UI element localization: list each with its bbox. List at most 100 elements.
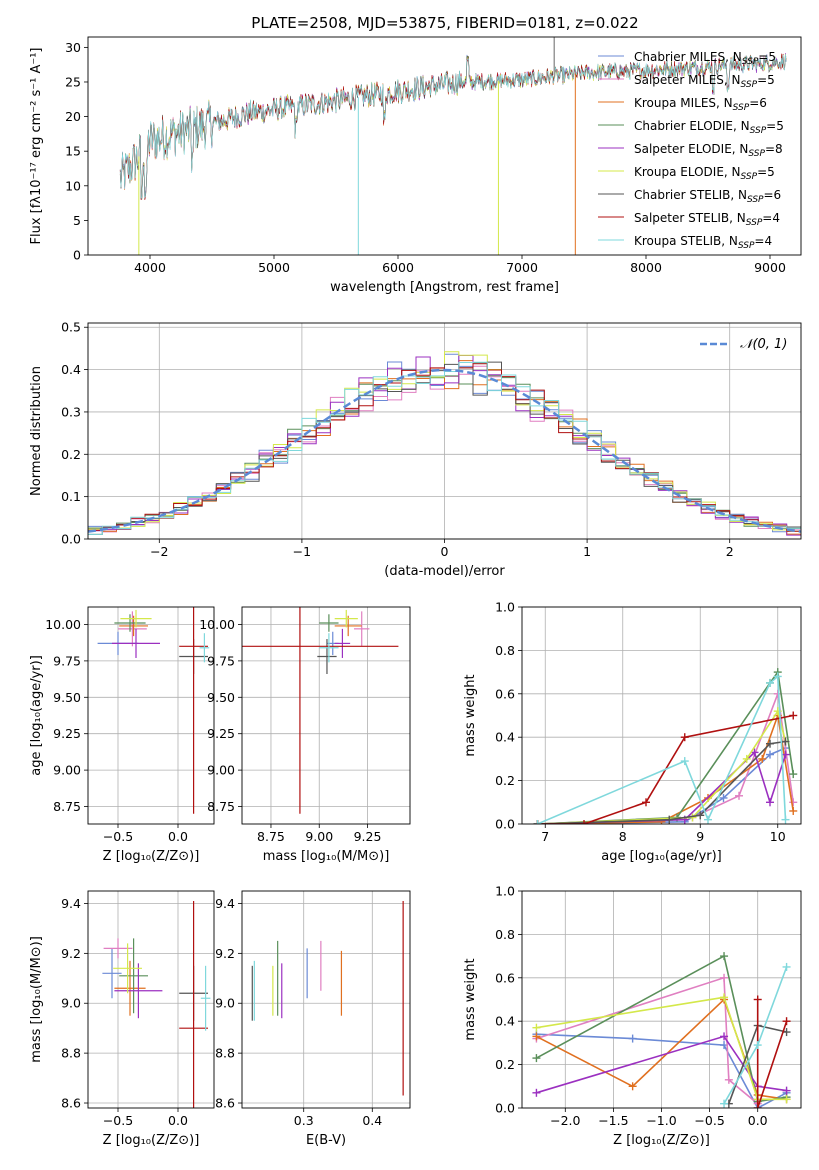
- errorbar-point-8: [319, 633, 339, 663]
- weight-line-7: [756, 999, 788, 1108]
- errorbar-point-7: [179, 900, 208, 1108]
- weight-marker: [719, 793, 728, 802]
- y-tick-label: 0.6: [495, 970, 515, 985]
- weight-marker: [720, 952, 729, 961]
- weight-marker: [766, 798, 774, 807]
- y-tick-label: 0.8: [495, 643, 515, 658]
- y-tick-label: 9.50: [207, 690, 235, 705]
- plot-area-weight-vs-z: [532, 952, 791, 1108]
- panel-mass-vs-z: −0.5 0.0 8.6 8.8 9.0 9.2 9.4 Z [log₁₀(Z/Z⊙)] mas…: [29, 890, 215, 1148]
- weight-marker: [628, 1082, 637, 1091]
- y-tick-label: 8.75: [207, 799, 235, 814]
- x-tick-label: 9.00: [305, 829, 333, 844]
- legend-label-0: Chabrier MILES, NSSP=5: [634, 50, 776, 67]
- errorbar-point-4: [114, 963, 163, 1019]
- y-tick-label: 8.6: [215, 1096, 235, 1111]
- weight-marker: [781, 815, 790, 824]
- weight-line-1: [536, 976, 759, 1105]
- x-tick-label: −2.0: [550, 1113, 580, 1128]
- plot-area-weight-vs-age: [533, 668, 798, 824]
- y-tick-label: 9.0: [61, 996, 81, 1011]
- y-axis-label: mass weight: [463, 958, 478, 1040]
- y-tick-label: 0.2: [61, 447, 81, 462]
- x-tick-label: 6000: [382, 260, 414, 275]
- weight-marker: [781, 737, 790, 746]
- legend-label-5: Kroupa ELODIE, NSSP=5: [634, 165, 775, 182]
- y-axis-label: Flux [fλ10⁻¹⁷ erg cm⁻² s⁻¹ A⁻¹]: [29, 48, 44, 245]
- errorbar-point-0: [102, 948, 122, 999]
- x-tick-label: 0.0: [748, 1113, 768, 1128]
- weight-marker: [766, 750, 774, 759]
- y-tick-label: 10: [65, 178, 81, 193]
- y-tick-label: 30: [65, 40, 81, 55]
- weight-line-4: [536, 1035, 787, 1094]
- y-tick-label: 1.0: [495, 884, 515, 899]
- figure-title: PLATE=2508, MJD=53875, FIBERID=0181, z=0…: [251, 14, 638, 32]
- x-tick-label: 8000: [630, 260, 662, 275]
- y-tick-label: 0: [73, 248, 81, 263]
- weight-marker: [720, 993, 729, 1002]
- x-tick-label: 8.75: [257, 829, 285, 844]
- weight-marker: [766, 739, 774, 748]
- weight-marker: [782, 1028, 791, 1037]
- x-axis-label: (data-model)/error: [384, 564, 505, 579]
- weight-marker: [720, 1032, 729, 1041]
- x-axis-label: Z [log₁₀(Z/Z⊙)]: [103, 1133, 200, 1148]
- errorbar-point-5: [113, 943, 142, 994]
- axes-frame: [87, 606, 215, 825]
- legend-label-7: Salpeter STELIB, NSSP=4: [634, 211, 780, 228]
- weight-marker: [782, 1095, 791, 1104]
- x-tick-label: −1.5: [598, 1113, 628, 1128]
- y-tick-label: 9.25: [207, 726, 235, 741]
- errorbar-point-7: [179, 607, 208, 814]
- panel-weight-vs-age: 7 8 9 10 0.0 0.2 0.4 0.6 0.8 1.0 age [log₁₀(age/yr…: [463, 600, 802, 864]
- errorbar-point-7: [242, 607, 399, 814]
- y-tick-label: 0.0: [61, 532, 81, 547]
- axes-frame: [87, 890, 215, 1109]
- errorbar-point-2: [114, 960, 146, 1016]
- x-tick-label: 9.25: [354, 829, 382, 844]
- y-tick-label: 0.8: [495, 927, 515, 942]
- y-tick-label: 8.6: [61, 1096, 81, 1111]
- panel-mass-vs-ebv: 0.3 0.4 8.6 8.8 9.0 9.2 9.4 E(B-V): [215, 890, 411, 1148]
- x-tick-label: 9: [696, 829, 704, 844]
- y-tick-label: 9.00: [53, 763, 81, 778]
- legend-label-2: Kroupa MILES, NSSP=6: [634, 96, 767, 113]
- weight-marker: [782, 1086, 791, 1095]
- x-tick-label: −2: [150, 544, 168, 559]
- y-axis-label: mass weight: [463, 674, 478, 756]
- x-tick-label: 9000: [754, 260, 786, 275]
- x-tick-label: 7000: [506, 260, 538, 275]
- x-tick-label: −1: [293, 544, 311, 559]
- x-tick-label: 0.4: [362, 1113, 382, 1128]
- y-tick-label: 0.2: [495, 773, 515, 788]
- y-tick-label: 10.00: [199, 617, 235, 632]
- y-axis-label: age [log₁₀(age/yr)]: [29, 655, 44, 776]
- weight-marker: [742, 754, 751, 763]
- weight-marker: [580, 820, 588, 824]
- x-axis-label: Z [log₁₀(Z/Z⊙)]: [613, 1133, 710, 1148]
- weight-marker: [781, 750, 790, 759]
- errorbar-point-3: [119, 938, 148, 1014]
- weight-marker: [766, 678, 774, 687]
- plot-area-residuals: [88, 351, 801, 536]
- legend-label-8: Kroupa STELIB, NSSP=4: [634, 234, 772, 251]
- weight-marker: [773, 672, 782, 681]
- x-tick-label: 0.0: [168, 829, 188, 844]
- y-tick-label: 8.8: [61, 1046, 81, 1061]
- weight-marker: [665, 815, 674, 824]
- plot-area-mass-vs-ebv: [251, 900, 404, 1096]
- y-tick-label: 0.4: [61, 362, 81, 377]
- y-tick-label: 0.0: [495, 817, 515, 832]
- plot-area-mass-vs-z: [102, 900, 211, 1108]
- y-axis-label: Normed distribution: [29, 366, 44, 496]
- legend-label-4: Salpeter ELODIE, NSSP=8: [634, 142, 783, 159]
- x-tick-label: −1.0: [646, 1113, 676, 1128]
- panel-age-vs-mass: 8.75 9.00 9.25 8.75 9.00 9.25 9.50 9.75 10.00 mas…: [199, 606, 411, 864]
- errorbar-point-3: [319, 614, 339, 632]
- x-tick-label: 10: [770, 829, 786, 844]
- weight-marker: [782, 1017, 791, 1026]
- weight-marker: [532, 1023, 541, 1032]
- panel-residuals: −2 −1 0 1 2 0.0 0.1 0.2 0.3 0.4 0.5 (data-model)/er…: [29, 320, 802, 579]
- errorbar-point-4: [334, 628, 351, 658]
